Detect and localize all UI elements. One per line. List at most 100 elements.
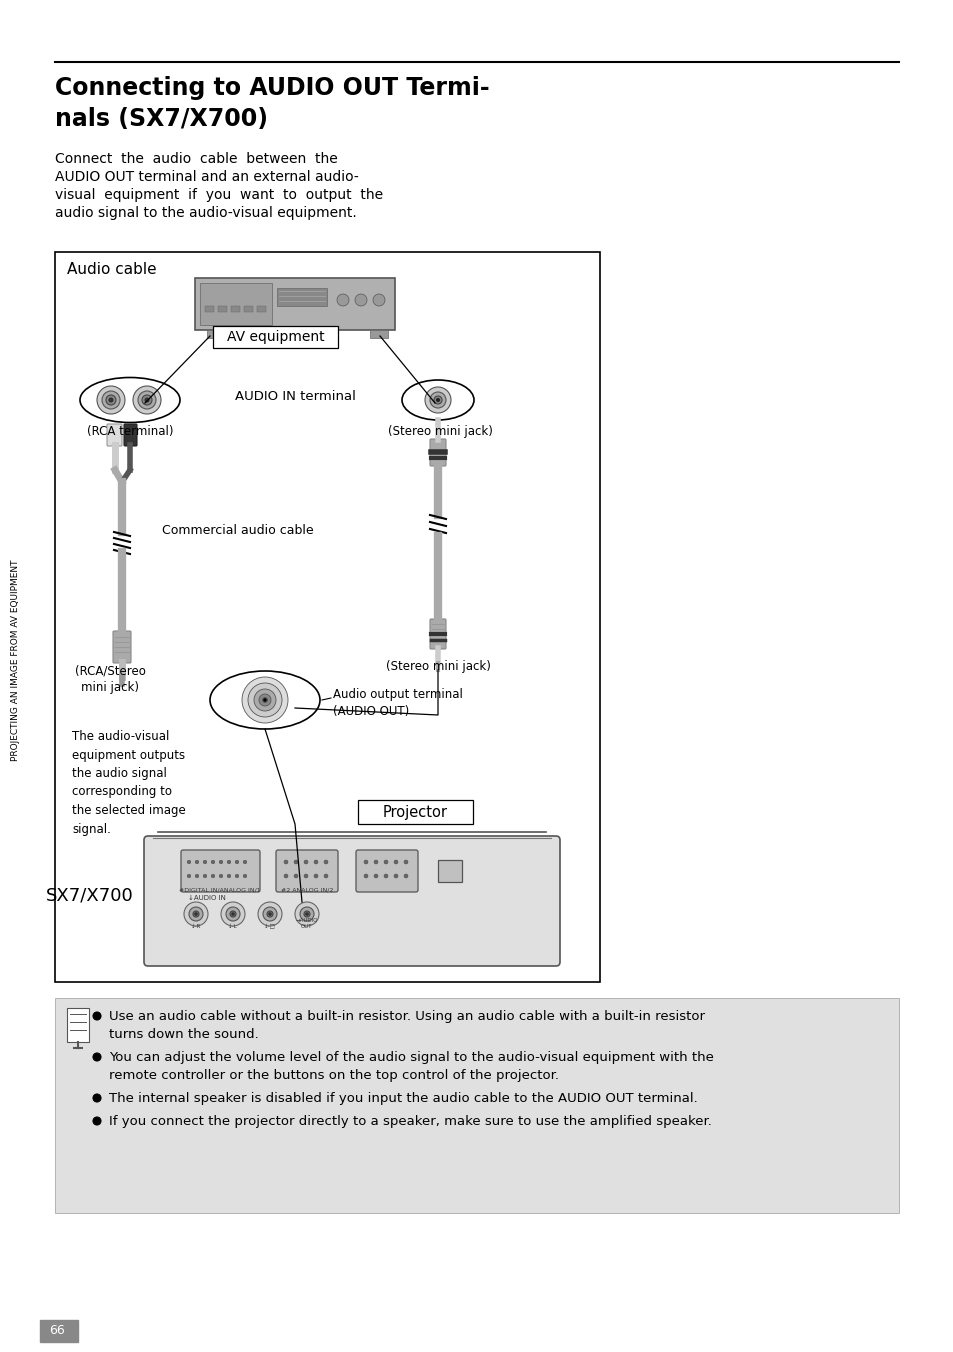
Circle shape — [294, 902, 318, 926]
Circle shape — [102, 391, 120, 410]
Ellipse shape — [80, 377, 180, 422]
Circle shape — [138, 391, 156, 410]
Ellipse shape — [401, 380, 474, 420]
Circle shape — [403, 860, 408, 864]
Circle shape — [193, 911, 199, 917]
Text: ↓-L: ↓-L — [228, 923, 237, 929]
Circle shape — [284, 873, 288, 877]
Text: (Stereo mini jack): (Stereo mini jack) — [387, 425, 492, 438]
Circle shape — [299, 907, 314, 921]
Text: PROJECTING AN IMAGE FROM AV EQUIPMENT: PROJECTING AN IMAGE FROM AV EQUIPMENT — [11, 560, 20, 761]
FancyBboxPatch shape — [205, 306, 213, 312]
Circle shape — [257, 902, 282, 926]
Text: Use an audio cable without a built-in resistor. Using an audio cable with a buil: Use an audio cable without a built-in re… — [109, 1010, 704, 1041]
Circle shape — [430, 392, 446, 408]
Circle shape — [264, 699, 266, 700]
Circle shape — [243, 875, 247, 877]
Text: Commercial audio cable: Commercial audio cable — [162, 523, 314, 537]
Circle shape — [284, 860, 288, 864]
FancyBboxPatch shape — [107, 425, 122, 446]
Circle shape — [364, 860, 368, 864]
Text: Audio output terminal
(AUDIO OUT): Audio output terminal (AUDIO OUT) — [333, 688, 462, 718]
FancyBboxPatch shape — [244, 306, 253, 312]
Circle shape — [436, 399, 439, 402]
Text: visual  equipment  if  you  want  to  output  the: visual equipment if you want to output t… — [55, 188, 383, 201]
Circle shape — [269, 913, 271, 915]
Circle shape — [434, 396, 441, 404]
Circle shape — [92, 1117, 101, 1125]
Circle shape — [384, 860, 388, 864]
Circle shape — [324, 860, 328, 864]
Text: Audio cable: Audio cable — [67, 262, 156, 277]
Circle shape — [227, 875, 231, 877]
Text: (RCA/Stereo
mini jack): (RCA/Stereo mini jack) — [74, 665, 145, 695]
Circle shape — [403, 873, 408, 877]
Text: AV equipment: AV equipment — [227, 330, 324, 343]
Circle shape — [243, 860, 247, 864]
Circle shape — [364, 873, 368, 877]
Circle shape — [195, 875, 198, 877]
FancyBboxPatch shape — [124, 425, 137, 446]
Circle shape — [92, 1094, 101, 1102]
FancyBboxPatch shape — [430, 619, 446, 649]
FancyBboxPatch shape — [112, 631, 131, 662]
Circle shape — [187, 860, 191, 864]
Text: (Stereo mini jack): (Stereo mini jack) — [385, 660, 490, 673]
FancyBboxPatch shape — [231, 306, 240, 312]
Circle shape — [242, 677, 288, 723]
Circle shape — [267, 911, 273, 917]
Circle shape — [92, 1013, 101, 1019]
FancyBboxPatch shape — [55, 251, 599, 982]
Circle shape — [248, 683, 282, 717]
Circle shape — [232, 913, 233, 915]
Circle shape — [226, 907, 240, 921]
Circle shape — [262, 698, 267, 703]
Circle shape — [306, 913, 308, 915]
Circle shape — [235, 860, 238, 864]
Text: #2 ANALOG IN/2: #2 ANALOG IN/2 — [280, 888, 333, 894]
FancyBboxPatch shape — [430, 439, 446, 466]
FancyBboxPatch shape — [437, 860, 461, 882]
Circle shape — [304, 911, 310, 917]
Ellipse shape — [210, 671, 319, 729]
FancyBboxPatch shape — [194, 279, 395, 330]
Circle shape — [142, 395, 152, 406]
Circle shape — [145, 397, 149, 402]
Circle shape — [374, 873, 377, 877]
Text: Connect  the  audio  cable  between  the: Connect the audio cable between the — [55, 151, 337, 166]
Circle shape — [230, 911, 235, 917]
Text: You can adjust the volume level of the audio signal to the audio-visual equipmen: You can adjust the volume level of the a… — [109, 1051, 713, 1082]
Text: If you connect the projector directly to a speaker, make sure to use the amplifi: If you connect the projector directly to… — [109, 1115, 711, 1128]
Circle shape — [106, 395, 116, 406]
Circle shape — [294, 860, 297, 864]
Circle shape — [203, 860, 207, 864]
Text: audio signal to the audio-visual equipment.: audio signal to the audio-visual equipme… — [55, 206, 356, 220]
FancyBboxPatch shape — [276, 288, 327, 306]
Text: Connecting to AUDIO OUT Termi-
nals (SX7/X700): Connecting to AUDIO OUT Termi- nals (SX7… — [55, 76, 489, 131]
Circle shape — [394, 860, 397, 864]
Circle shape — [211, 875, 214, 877]
Text: #DIGITAL IN/ANALOG IN/1: #DIGITAL IN/ANALOG IN/1 — [179, 888, 260, 894]
FancyBboxPatch shape — [207, 330, 225, 338]
FancyBboxPatch shape — [55, 998, 898, 1213]
Circle shape — [219, 860, 223, 864]
FancyBboxPatch shape — [256, 306, 266, 312]
Circle shape — [258, 694, 271, 706]
Circle shape — [324, 873, 328, 877]
Text: →AUDIO
OUT: →AUDIO OUT — [295, 918, 318, 929]
FancyBboxPatch shape — [355, 850, 417, 892]
Text: AUDIO IN terminal: AUDIO IN terminal — [234, 389, 355, 403]
Circle shape — [92, 1053, 101, 1061]
Circle shape — [304, 873, 308, 877]
Circle shape — [263, 907, 276, 921]
FancyBboxPatch shape — [213, 326, 337, 347]
Text: The internal speaker is disabled if you input the audio cable to the AUDIO OUT t: The internal speaker is disabled if you … — [109, 1092, 697, 1105]
Circle shape — [294, 873, 297, 877]
FancyBboxPatch shape — [181, 850, 260, 892]
Circle shape — [211, 860, 214, 864]
FancyBboxPatch shape — [218, 306, 227, 312]
Circle shape — [203, 875, 207, 877]
Text: AUDIO OUT terminal and an external audio-: AUDIO OUT terminal and an external audio… — [55, 170, 358, 184]
Text: The audio-visual
equipment outputs
the audio signal
corresponding to
the selecte: The audio-visual equipment outputs the a… — [71, 730, 186, 836]
FancyBboxPatch shape — [275, 850, 337, 892]
